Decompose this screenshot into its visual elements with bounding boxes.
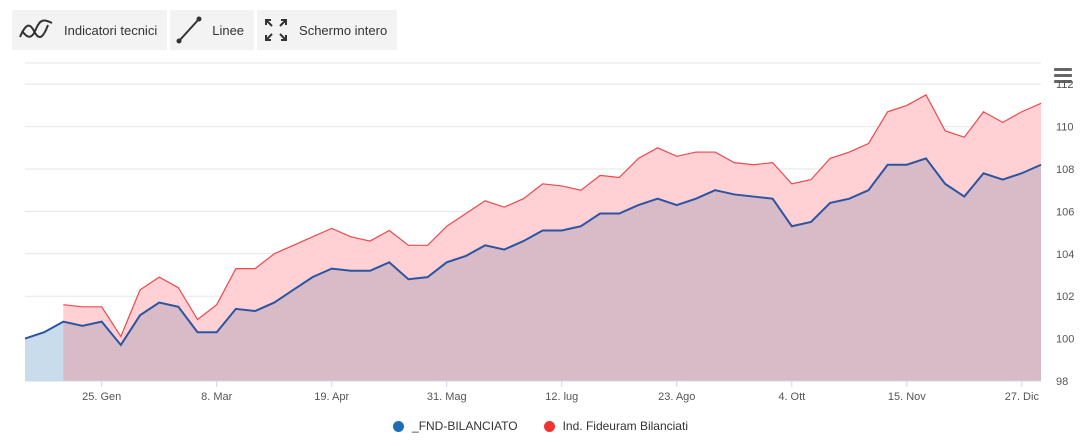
legend-marker-fund [393, 420, 405, 432]
technical-indicators-button[interactable]: Indicatori tecnici [12, 10, 168, 50]
fullscreen-icon [265, 19, 288, 41]
x-tick-label: 27. Dic [1005, 391, 1040, 403]
legend-label-index: Ind. Fideuram Bilanciati [562, 419, 688, 433]
chart: 98 100 102 104 106 108 110 112 25. Gen 8. Mar 19. … [24, 62, 1074, 403]
y-tick-label: 100 [1056, 334, 1074, 346]
y-tick-label: 104 [1056, 249, 1074, 261]
x-tick-label: 15. Nov [888, 391, 926, 403]
y-tick-label: 98 [1056, 376, 1068, 388]
x-tick-label: 8. Mar [201, 391, 233, 403]
x-tick-label: 4. Ott [778, 391, 805, 403]
hamburger-menu-icon[interactable] [1054, 68, 1072, 84]
lines-label: Linee [212, 22, 245, 38]
y-tick-label: 108 [1056, 164, 1074, 176]
fund-line [24, 157, 1042, 347]
fullscreen-button[interactable]: Schermo intero [257, 10, 398, 50]
legend-item-index[interactable]: Ind. Fideuram Bilanciati [543, 419, 688, 433]
fullscreen-label: Schermo intero [299, 22, 388, 38]
y-tick-label: 106 [1056, 206, 1074, 218]
overlap-area [63, 158, 1042, 381]
legend-label-fund: _FND-BILANCIATO [412, 419, 518, 433]
chart-legend: _FND-BILANCIATO Ind. Fideuram Bilanciati [0, 419, 1081, 433]
indicators-icon [19, 19, 53, 38]
legend-marker-index [543, 420, 555, 432]
index-line [63, 93, 1042, 338]
x-tick-label: 23. Ago [658, 391, 695, 403]
y-tick-label: 110 [1056, 122, 1074, 134]
x-tick-label: 25. Gen [82, 391, 121, 403]
x-tick-label: 31. Mag [427, 391, 467, 403]
legend-item-fund[interactable]: _FND-BILANCIATO [393, 419, 518, 433]
line-draw-icon [176, 16, 202, 44]
technical-indicators-label: Indicatori tecnici [64, 22, 158, 38]
lines-button[interactable]: Linee [170, 10, 255, 50]
y-tick-label: 102 [1056, 291, 1074, 303]
chart-toolbar: Indicatori tecnici Linee Schermo intero [12, 10, 398, 50]
x-tick-label: 12. lug [545, 391, 578, 403]
x-tick-label: 19. Apr [314, 391, 349, 403]
y-tick-label: 112 [1056, 79, 1074, 91]
